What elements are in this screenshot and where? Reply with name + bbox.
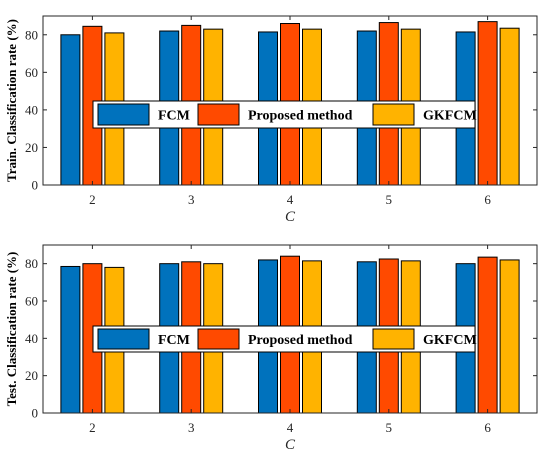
bar-proposed-method-c6 bbox=[477, 256, 498, 414]
y-axis-label: Train. Classification rate (%) bbox=[4, 19, 19, 182]
x-tick-label: 3 bbox=[188, 420, 195, 435]
x-tick-label: 2 bbox=[89, 192, 96, 207]
bar-proposed-method-c6 bbox=[477, 21, 498, 186]
y-tick-label: 20 bbox=[25, 368, 38, 383]
y-tick-label: 20 bbox=[25, 140, 38, 155]
x-tick-label: 6 bbox=[484, 420, 491, 435]
legend-swatch-proposed-method bbox=[197, 328, 240, 350]
x-axis-label: C bbox=[285, 437, 296, 453]
x-axis-label: C bbox=[285, 209, 296, 225]
y-tick-label: 0 bbox=[32, 406, 39, 421]
bar-gkfcm-c6 bbox=[499, 27, 520, 186]
legend-swatch-gkfcm bbox=[372, 328, 415, 350]
legend: FCM Proposed method GKFCM bbox=[92, 325, 477, 353]
x-tick-label: 2 bbox=[89, 420, 96, 435]
legend-label-proposed-method: Proposed method bbox=[248, 333, 353, 348]
subplot-train: 0 20 40 60 80 2 3 4 5 6 C Train. Classification rat… bbox=[4, 15, 538, 225]
legend-label-gkfcm: GKFCM bbox=[423, 333, 477, 348]
subplot-test: 0 20 40 60 80 2 3 4 5 6 C Test. Classification rate… bbox=[4, 244, 538, 453]
legend-swatch-fcm bbox=[97, 328, 150, 350]
y-tick-label: 60 bbox=[25, 294, 38, 309]
x-tick-label: 5 bbox=[386, 420, 393, 435]
x-tick-label: 4 bbox=[287, 192, 294, 207]
x-tick-label: 6 bbox=[484, 192, 491, 207]
legend-swatch-proposed-method bbox=[197, 103, 240, 126]
y-tick-label: 80 bbox=[25, 256, 38, 271]
bar-fcm-c2 bbox=[60, 265, 81, 414]
legend-label-fcm: FCM bbox=[158, 109, 190, 124]
legend: FCM Proposed method GKFCM bbox=[92, 100, 477, 129]
y-axis-label: Test. Classification rate (%) bbox=[4, 252, 19, 407]
y-tick-label: 0 bbox=[32, 178, 39, 193]
legend-swatch-gkfcm bbox=[372, 103, 415, 126]
x-tick-label: 4 bbox=[287, 420, 294, 435]
legend-swatch-fcm bbox=[97, 103, 150, 126]
y-tick-label: 40 bbox=[25, 102, 38, 117]
x-tick-label: 5 bbox=[386, 192, 393, 207]
legend-label-fcm: FCM bbox=[158, 333, 190, 348]
legend-label-gkfcm: GKFCM bbox=[423, 109, 477, 124]
y-tick-label: 40 bbox=[25, 331, 38, 346]
bar-fcm-c2 bbox=[60, 34, 81, 186]
y-tick-label: 60 bbox=[25, 65, 38, 80]
bar-gkfcm-c6 bbox=[499, 259, 520, 414]
legend-label-proposed-method: Proposed method bbox=[248, 109, 353, 124]
x-tick-label: 3 bbox=[188, 192, 195, 207]
y-tick-label: 80 bbox=[25, 27, 38, 42]
